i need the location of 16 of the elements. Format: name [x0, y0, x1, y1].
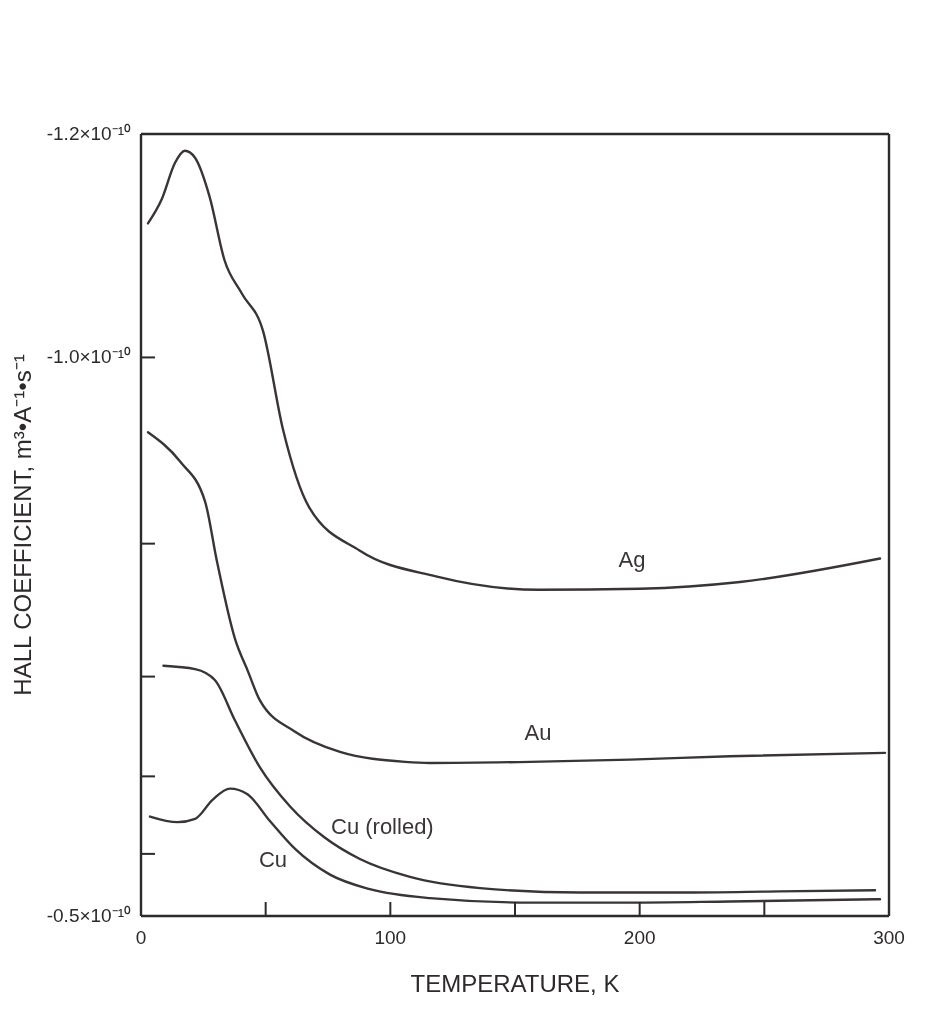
x-tick-label: 200 [623, 927, 656, 948]
line-series [162, 664, 877, 894]
series-label: Cu (rolled) [331, 813, 434, 839]
series-label: Ag [618, 546, 646, 572]
y-tick-label: -1.0×10⁻¹⁰ [46, 346, 131, 368]
series-label: Au [524, 719, 552, 745]
y-tick-label: -1.2×10⁻¹⁰ [46, 123, 131, 144]
x-tick-label: 100 [374, 927, 407, 948]
x-tick-label: 0 [135, 927, 147, 948]
series-label: Cu [258, 846, 288, 872]
y-axis-title: HALL COEFFICIENT, m³•A⁻¹•s⁻¹ [8, 354, 36, 696]
x-tick-label: 300 [873, 927, 905, 948]
x-axis-title: TEMPERATURE, K [410, 970, 620, 997]
y-tick-label: -0.5×10⁻¹⁰ [46, 905, 131, 926]
line-series [146, 431, 887, 765]
line-series [146, 149, 882, 591]
